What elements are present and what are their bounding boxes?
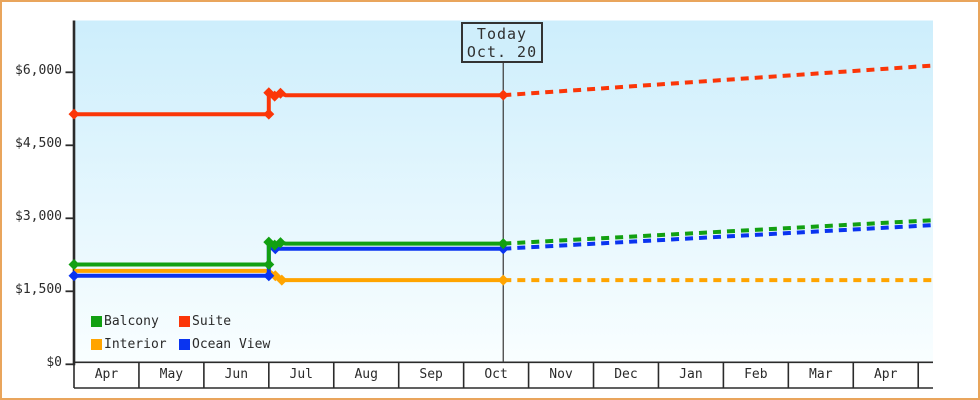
y-axis-label: $6,000 <box>15 63 62 79</box>
legend-label: Suite <box>192 314 232 329</box>
month-label-jun-2: Jun <box>224 367 249 383</box>
series-suite-forecast-line <box>503 63 934 98</box>
series-interior-marker <box>497 274 509 286</box>
today-box: Today Oct. 20 <box>461 22 543 63</box>
legend-swatch-icon <box>179 316 190 327</box>
series-ocean-view-marker <box>263 270 275 282</box>
legend-label: Balcony <box>104 314 159 329</box>
series-balcony-marker <box>263 259 275 271</box>
series-interior <box>74 268 934 286</box>
series-suite-marker <box>263 108 275 120</box>
month-label-mar-11: Mar <box>809 367 833 383</box>
series-balcony-marker <box>275 237 287 249</box>
month-label-sep-5: Sep <box>419 367 443 383</box>
series-balcony <box>68 218 934 271</box>
series-suite-marker <box>275 87 287 99</box>
y-axis-label: $0 <box>46 355 62 371</box>
month-label-oct-6: Oct <box>484 367 508 383</box>
series-balcony-forecast-line <box>503 218 934 246</box>
month-label-jan-9: Jan <box>679 367 703 383</box>
legend-swatch-icon <box>179 339 190 350</box>
series-suite-marker <box>68 108 80 120</box>
month-label-may-1: May <box>159 367 184 383</box>
legend-swatch-icon <box>91 339 102 350</box>
month-label-feb-10: Feb <box>744 367 768 383</box>
y-axis-label: $3,000 <box>15 209 62 225</box>
series-suite-marker <box>497 89 509 101</box>
legend-item-balcony: Balcony <box>91 314 159 329</box>
month-label-nov-7: Nov <box>549 367 573 383</box>
series-ocean-view-forecast-line <box>503 223 934 251</box>
month-label-apr-0: Apr <box>94 367 119 383</box>
legend-label: Interior <box>104 337 167 352</box>
series-interior-marker <box>276 274 288 286</box>
series-suite <box>68 63 934 120</box>
legend-item-interior: Interior <box>91 337 167 352</box>
legend-label: Ocean View <box>192 337 271 352</box>
month-label-dec-8: Dec <box>614 367 638 383</box>
series-ocean-view-marker <box>68 270 80 282</box>
legend-swatch-icon <box>91 316 102 327</box>
month-label-jul-3: Jul <box>289 367 314 383</box>
today-box-line2: Oct. 20 <box>466 43 538 61</box>
y-axis-label: $4,500 <box>15 136 62 152</box>
month-label-apr-12: Apr <box>873 367 898 383</box>
y-axis-label: $1,500 <box>15 282 62 298</box>
series-balcony-marker <box>68 259 80 271</box>
month-strip <box>73 361 933 389</box>
legend-item-suite: Suite <box>179 314 231 329</box>
month-label-aug-4: Aug <box>354 367 378 383</box>
today-box-line1: Today <box>476 25 528 43</box>
series-balcony-marker <box>497 238 509 250</box>
legend-item-ocean-view: Ocean View <box>179 337 270 352</box>
